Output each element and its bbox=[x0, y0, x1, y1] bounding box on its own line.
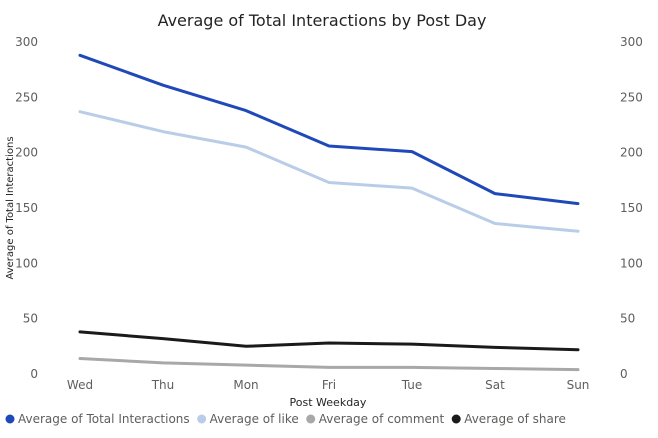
legend-label-average-of-like[interactable]: Average of like bbox=[210, 412, 299, 426]
x-axis-title: Post Weekday bbox=[290, 396, 367, 409]
legend-marker-average-of-share bbox=[451, 414, 461, 424]
y-ticks-left: 0 50 100 150 200 250 300 bbox=[15, 35, 38, 381]
y-tick-left: 200 bbox=[15, 146, 38, 160]
series-line-average-of-comment bbox=[78, 357, 580, 372]
legend-label-average-of-comment[interactable]: Average of comment bbox=[319, 412, 445, 426]
y-tick-left: 0 bbox=[30, 367, 38, 381]
series-line-average-of-like bbox=[78, 110, 580, 233]
y-tick-left: 150 bbox=[15, 201, 38, 215]
legend-marker-average-of-comment bbox=[306, 414, 316, 424]
y-tick-left: 100 bbox=[15, 256, 38, 270]
y-tick-left: 300 bbox=[15, 35, 38, 49]
y-tick-right: 150 bbox=[620, 201, 643, 215]
y-tick-right: 200 bbox=[620, 146, 643, 160]
series-line-average-of-total-interactions bbox=[78, 53, 580, 206]
series-line-average-of-share bbox=[78, 330, 580, 352]
y-axis-title: Average of Total Interactions bbox=[5, 136, 16, 279]
y-tick-right: 300 bbox=[620, 35, 643, 49]
y-tick-left: 50 bbox=[23, 312, 38, 326]
x-tick-fri: Fri bbox=[322, 378, 336, 392]
legend-label-average-of-total-interactions[interactable]: Average of Total Interactions bbox=[18, 412, 190, 426]
legend-label-average-of-share[interactable]: Average of share bbox=[464, 412, 566, 426]
legend-marker-average-of-total-interactions bbox=[5, 414, 15, 424]
x-tick-thu: Thu bbox=[151, 378, 175, 392]
x-tick-mon: Mon bbox=[233, 378, 258, 392]
x-ticks: Wed Thu Mon Fri Tue Sat Sun bbox=[67, 378, 590, 392]
x-tick-tue: Tue bbox=[401, 378, 423, 392]
legend: Average of Total Interactions Average of … bbox=[5, 412, 566, 426]
chart-title: Average of Total Interactions by Post Da… bbox=[158, 11, 487, 30]
y-tick-left: 250 bbox=[15, 90, 38, 104]
y-tick-right: 50 bbox=[620, 312, 635, 326]
y-tick-right: 100 bbox=[620, 256, 643, 270]
x-tick-sat: Sat bbox=[485, 378, 505, 392]
legend-marker-average-of-like bbox=[197, 414, 207, 424]
y-tick-right: 0 bbox=[620, 367, 628, 381]
x-tick-wed: Wed bbox=[67, 378, 93, 392]
x-tick-sun: Sun bbox=[567, 378, 590, 392]
series-lines bbox=[78, 53, 580, 372]
y-ticks-right: 0 50 100 150 200 250 300 bbox=[620, 35, 643, 381]
y-tick-right: 250 bbox=[620, 90, 643, 104]
